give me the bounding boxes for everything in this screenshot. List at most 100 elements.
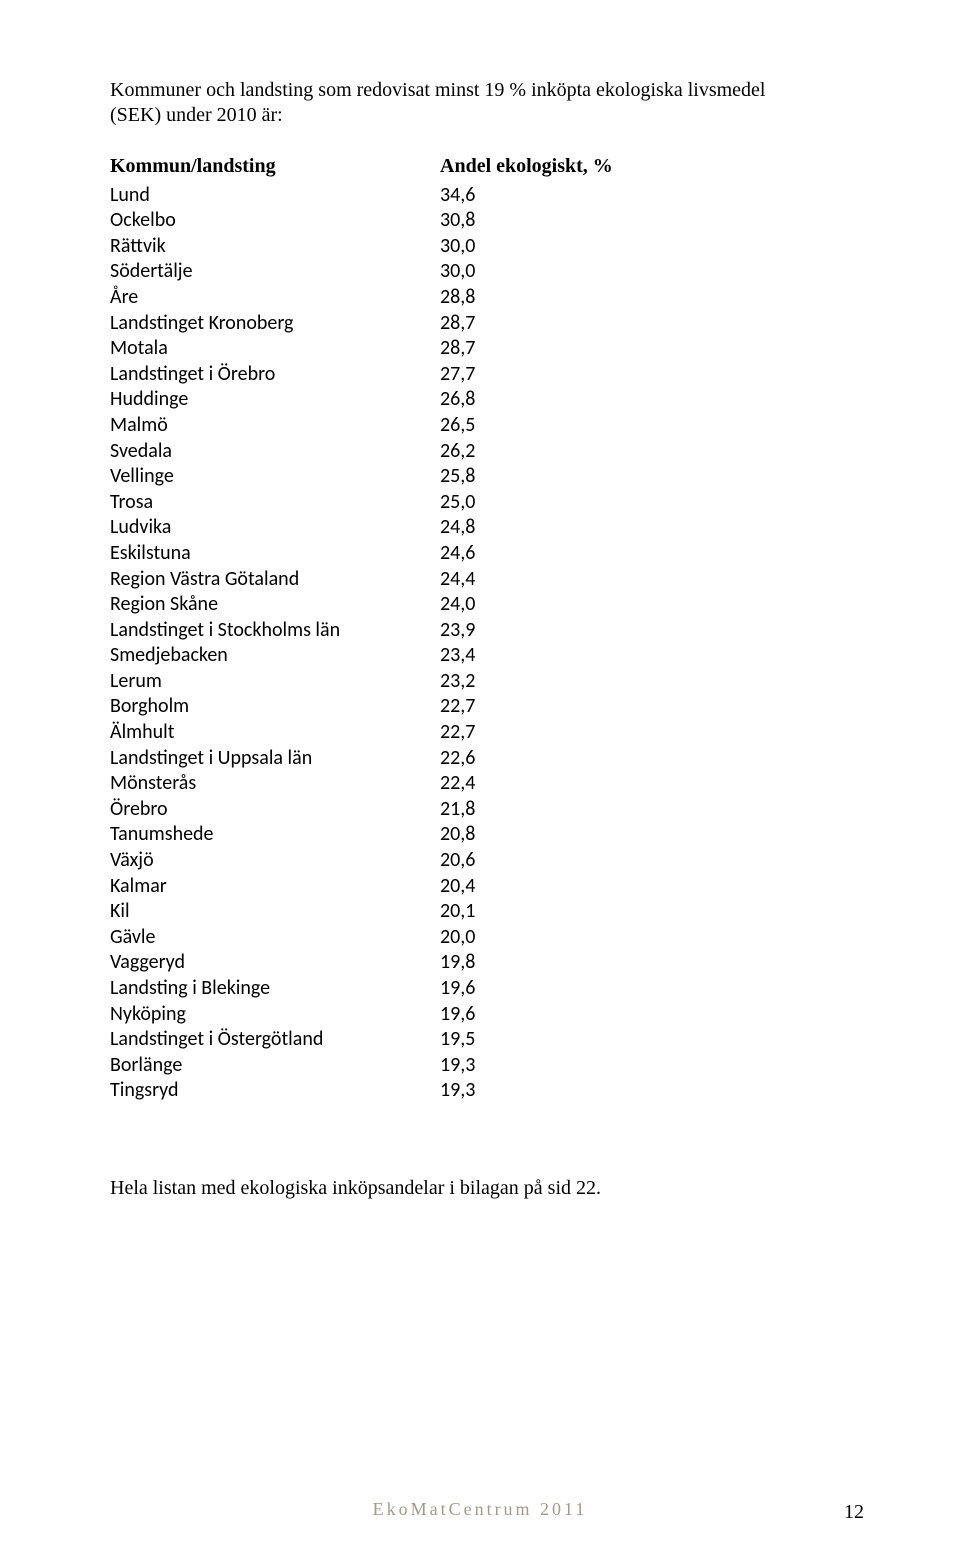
table-cell-value: 30,8 bbox=[440, 208, 640, 234]
intro-line-1: Kommuner och landsting som redovisat min… bbox=[110, 79, 765, 101]
table-cell-name: Älmhult bbox=[110, 720, 440, 746]
table-row: Kil20,1 bbox=[110, 899, 640, 925]
table-row: Nyköping19,6 bbox=[110, 1002, 640, 1028]
table-cell-name: Borlänge bbox=[110, 1053, 440, 1079]
closing-paragraph: Hela listan med ekologiska inköpsandelar… bbox=[110, 1176, 850, 1201]
table-row: Vaggeryd19,8 bbox=[110, 950, 640, 976]
table-cell-value: 20,0 bbox=[440, 925, 640, 951]
table-cell-name: Tanumshede bbox=[110, 822, 440, 848]
table-row: Region Skåne24,0 bbox=[110, 592, 640, 618]
table-cell-name: Region Västra Götaland bbox=[110, 567, 440, 593]
table-row: Lund34,6 bbox=[110, 183, 640, 209]
table-cell-value: 19,6 bbox=[440, 976, 640, 1002]
table-cell-value: 23,2 bbox=[440, 669, 640, 695]
table-row: Åre28,8 bbox=[110, 285, 640, 311]
table-row: Smedjebacken23,4 bbox=[110, 643, 640, 669]
intro-paragraph: Kommuner och landsting som redovisat min… bbox=[110, 78, 850, 128]
table-cell-value: 20,8 bbox=[440, 822, 640, 848]
table-cell-name: Landstinget i Östergötland bbox=[110, 1027, 440, 1053]
table-row: Örebro21,8 bbox=[110, 797, 640, 823]
table-row: Mönsterås22,4 bbox=[110, 771, 640, 797]
table-cell-name: Kil bbox=[110, 899, 440, 925]
table-cell-value: 26,5 bbox=[440, 413, 640, 439]
table-cell-value: 19,3 bbox=[440, 1053, 640, 1079]
table-cell-value: 28,7 bbox=[440, 311, 640, 337]
table-cell-name: Örebro bbox=[110, 797, 440, 823]
table-cell-name: Landstinget Kronoberg bbox=[110, 311, 440, 337]
table-cell-name: Vaggeryd bbox=[110, 950, 440, 976]
table-row: Vellinge25,8 bbox=[110, 464, 640, 490]
table-cell-value: 24,0 bbox=[440, 592, 640, 618]
table-cell-name: Gävle bbox=[110, 925, 440, 951]
table-cell-value: 22,4 bbox=[440, 771, 640, 797]
table-row: Älmhult22,7 bbox=[110, 720, 640, 746]
table-row: Region Västra Götaland24,4 bbox=[110, 567, 640, 593]
table-row: Malmö26,5 bbox=[110, 413, 640, 439]
ekologiskt-table: Kommun/landsting Andel ekologiskt, % Lun… bbox=[110, 154, 640, 1104]
table-header-value: Andel ekologiskt, % bbox=[440, 154, 640, 183]
table-cell-value: 22,7 bbox=[440, 720, 640, 746]
table-cell-value: 34,6 bbox=[440, 183, 640, 209]
table-cell-name: Vellinge bbox=[110, 464, 440, 490]
table-row: Borlänge19,3 bbox=[110, 1053, 640, 1079]
table-cell-value: 24,6 bbox=[440, 541, 640, 567]
table-cell-value: 20,6 bbox=[440, 848, 640, 874]
intro-line-2: (SEK) under 2010 är: bbox=[110, 103, 850, 128]
table-cell-name: Eskilstuna bbox=[110, 541, 440, 567]
table-cell-name: Landstinget i Uppsala län bbox=[110, 746, 440, 772]
table-cell-name: Svedala bbox=[110, 439, 440, 465]
table-cell-value: 26,2 bbox=[440, 439, 640, 465]
table-cell-name: Landstinget i Örebro bbox=[110, 362, 440, 388]
table-cell-name: Landstinget i Stockholms län bbox=[110, 618, 440, 644]
table-row: Växjö20,6 bbox=[110, 848, 640, 874]
table-row: Svedala26,2 bbox=[110, 439, 640, 465]
table-cell-value: 20,1 bbox=[440, 899, 640, 925]
table-cell-name: Smedjebacken bbox=[110, 643, 440, 669]
table-row: Landstinget i Uppsala län22,6 bbox=[110, 746, 640, 772]
table-cell-value: 20,4 bbox=[440, 874, 640, 900]
table-cell-name: Trosa bbox=[110, 490, 440, 516]
table-row: Landstinget i Örebro27,7 bbox=[110, 362, 640, 388]
table-cell-value: 22,7 bbox=[440, 694, 640, 720]
table-header-row: Kommun/landsting Andel ekologiskt, % bbox=[110, 154, 640, 183]
table-cell-value: 19,5 bbox=[440, 1027, 640, 1053]
table-row: Ockelbo30,8 bbox=[110, 208, 640, 234]
table-row: Södertälje30,0 bbox=[110, 259, 640, 285]
table-cell-name: Huddinge bbox=[110, 387, 440, 413]
table-cell-name: Ludvika bbox=[110, 515, 440, 541]
table-row: Tanumshede20,8 bbox=[110, 822, 640, 848]
table-cell-name: Växjö bbox=[110, 848, 440, 874]
table-cell-name: Tingsryd bbox=[110, 1078, 440, 1104]
table-row: Landstinget i Stockholms län23,9 bbox=[110, 618, 640, 644]
table-row: Gävle20,0 bbox=[110, 925, 640, 951]
table-row: Tingsryd19,3 bbox=[110, 1078, 640, 1104]
table-cell-value: 30,0 bbox=[440, 259, 640, 285]
table-row: Lerum23,2 bbox=[110, 669, 640, 695]
table-row: Landstinget Kronoberg28,7 bbox=[110, 311, 640, 337]
table-row: Rättvik30,0 bbox=[110, 234, 640, 260]
table-cell-value: 25,8 bbox=[440, 464, 640, 490]
table-header-name: Kommun/landsting bbox=[110, 154, 440, 183]
table-cell-value: 22,6 bbox=[440, 746, 640, 772]
table-cell-value: 26,8 bbox=[440, 387, 640, 413]
table-cell-value: 19,3 bbox=[440, 1078, 640, 1104]
table-cell-value: 28,7 bbox=[440, 336, 640, 362]
table-row: Landsting i Blekinge19,6 bbox=[110, 976, 640, 1002]
table-cell-name: Kalmar bbox=[110, 874, 440, 900]
table-cell-value: 21,8 bbox=[440, 797, 640, 823]
table-cell-name: Region Skåne bbox=[110, 592, 440, 618]
table-row: Huddinge26,8 bbox=[110, 387, 640, 413]
table-cell-name: Lund bbox=[110, 183, 440, 209]
table-cell-value: 27,7 bbox=[440, 362, 640, 388]
table-cell-name: Rättvik bbox=[110, 234, 440, 260]
table-cell-value: 19,8 bbox=[440, 950, 640, 976]
footer-text: EkoMatCentrum 2011 bbox=[0, 1499, 960, 1520]
table-row: Landstinget i Östergötland19,5 bbox=[110, 1027, 640, 1053]
table-cell-name: Landsting i Blekinge bbox=[110, 976, 440, 1002]
table-cell-value: 28,8 bbox=[440, 285, 640, 311]
table-cell-value: 23,4 bbox=[440, 643, 640, 669]
table-row: Eskilstuna24,6 bbox=[110, 541, 640, 567]
table-cell-name: Åre bbox=[110, 285, 440, 311]
table-row: Borgholm22,7 bbox=[110, 694, 640, 720]
table-row: Kalmar20,4 bbox=[110, 874, 640, 900]
